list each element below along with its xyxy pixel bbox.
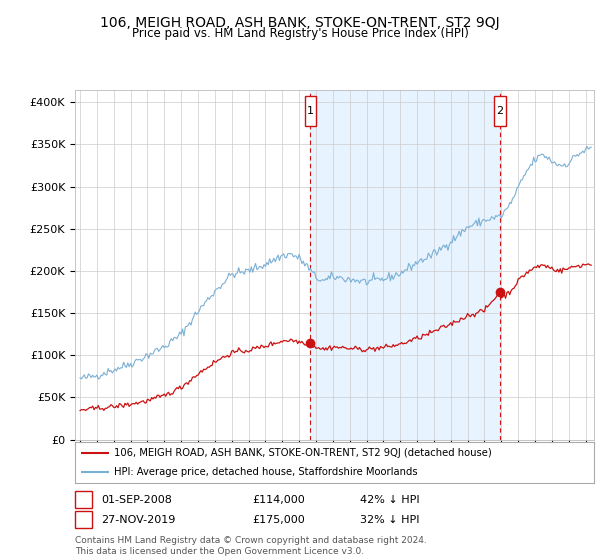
FancyBboxPatch shape bbox=[305, 96, 316, 126]
Text: This data is licensed under the Open Government Licence v3.0.: This data is licensed under the Open Gov… bbox=[75, 547, 364, 556]
Text: Contains HM Land Registry data © Crown copyright and database right 2024.: Contains HM Land Registry data © Crown c… bbox=[75, 536, 427, 545]
Text: 2: 2 bbox=[496, 106, 503, 116]
Text: 01-SEP-2008: 01-SEP-2008 bbox=[101, 494, 172, 505]
Text: 106, MEIGH ROAD, ASH BANK, STOKE-ON-TRENT, ST2 9QJ (detached house): 106, MEIGH ROAD, ASH BANK, STOKE-ON-TREN… bbox=[114, 449, 491, 458]
Bar bbox=[310, 90, 500, 440]
Text: £175,000: £175,000 bbox=[252, 515, 305, 525]
Text: 42% ↓ HPI: 42% ↓ HPI bbox=[360, 494, 419, 505]
FancyBboxPatch shape bbox=[494, 96, 506, 126]
Text: 1: 1 bbox=[307, 106, 314, 116]
Text: 2: 2 bbox=[80, 515, 87, 525]
Text: HPI: Average price, detached house, Staffordshire Moorlands: HPI: Average price, detached house, Staf… bbox=[114, 467, 418, 477]
Text: 1: 1 bbox=[80, 494, 87, 505]
Text: 32% ↓ HPI: 32% ↓ HPI bbox=[360, 515, 419, 525]
Text: 106, MEIGH ROAD, ASH BANK, STOKE-ON-TRENT, ST2 9QJ: 106, MEIGH ROAD, ASH BANK, STOKE-ON-TREN… bbox=[100, 16, 500, 30]
Text: Price paid vs. HM Land Registry's House Price Index (HPI): Price paid vs. HM Land Registry's House … bbox=[131, 27, 469, 40]
Text: £114,000: £114,000 bbox=[252, 494, 305, 505]
Text: 27-NOV-2019: 27-NOV-2019 bbox=[101, 515, 175, 525]
